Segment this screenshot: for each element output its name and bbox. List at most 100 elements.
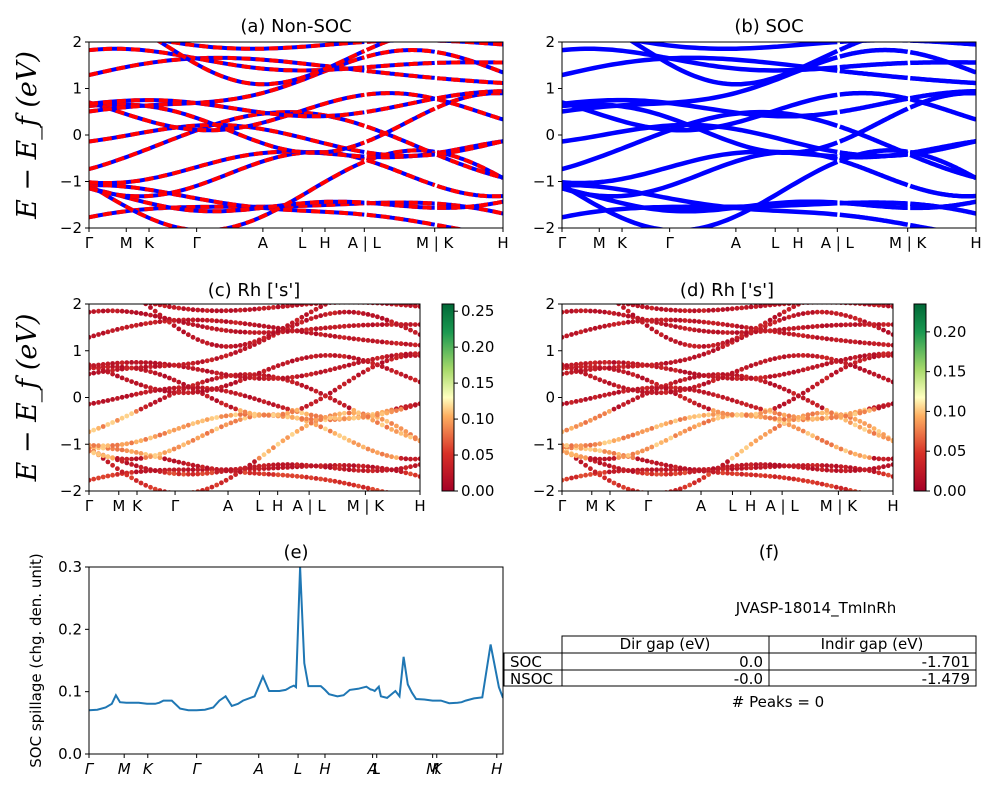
projection-point <box>663 390 669 395</box>
projection-point <box>739 471 745 477</box>
projection-point <box>658 461 664 467</box>
projection-point <box>588 466 593 472</box>
projection-point <box>138 469 144 474</box>
projection-point <box>616 321 622 326</box>
projection-point <box>758 410 763 416</box>
band-line-nonsoc <box>366 68 435 80</box>
projection-point <box>630 432 636 438</box>
projection-point <box>796 393 801 399</box>
projection-point <box>625 453 631 458</box>
x-tick-label: Γ <box>558 234 567 252</box>
projection-point <box>819 362 825 368</box>
projection-point <box>739 448 745 454</box>
projection-point <box>800 367 806 373</box>
projection-point <box>148 312 153 318</box>
projection-point <box>767 317 773 323</box>
projection-point <box>625 399 631 405</box>
projection-point <box>649 471 655 477</box>
projection-point <box>266 376 272 382</box>
projection-point <box>195 419 201 425</box>
projection-point <box>209 466 215 471</box>
projection-point <box>185 390 191 396</box>
projection-point <box>871 304 877 308</box>
projection-point <box>105 443 111 449</box>
projection-point <box>843 448 849 454</box>
projection-point <box>701 351 707 357</box>
y-tick-label: 2 <box>72 295 82 313</box>
projection-point <box>786 306 792 312</box>
projection-point <box>706 418 711 424</box>
projection-point <box>294 304 300 308</box>
projection-point <box>701 373 707 378</box>
projection-point <box>356 415 361 421</box>
projection-point <box>867 423 872 429</box>
projection-point <box>810 400 815 406</box>
band-line <box>562 55 838 78</box>
projection-point <box>710 329 716 335</box>
projection-point <box>247 410 253 416</box>
projection-point <box>824 323 830 328</box>
projection-point <box>167 319 172 325</box>
projection-point <box>658 384 664 389</box>
x-tick-label: A | L <box>293 497 327 515</box>
projection-point <box>365 446 371 452</box>
table-cell-indir: -1.701 <box>922 653 970 671</box>
projection-point <box>341 466 347 472</box>
projection-point <box>289 374 295 380</box>
x-tick-label: L <box>771 234 780 252</box>
projection-point <box>271 325 276 330</box>
projection-point <box>564 363 570 368</box>
projection-point <box>611 360 617 365</box>
projection-point <box>266 366 272 372</box>
projection-point <box>242 342 248 347</box>
projection-point <box>214 386 220 391</box>
projection-point <box>649 305 655 311</box>
projection-point <box>337 479 342 485</box>
projection-point <box>611 382 617 388</box>
projection-point <box>583 364 588 370</box>
projection-point <box>219 374 224 380</box>
projection-point <box>673 339 678 344</box>
projection-point <box>852 339 858 345</box>
projection-point <box>389 409 394 415</box>
band-line <box>562 182 838 217</box>
projection-point <box>767 328 773 334</box>
projection-point <box>649 426 655 431</box>
projection-point <box>710 378 716 384</box>
projection-point <box>696 422 702 428</box>
projection-point <box>171 446 177 452</box>
projection-point <box>204 388 210 393</box>
projection-point <box>285 323 290 328</box>
projection-point <box>152 304 158 307</box>
projection-point <box>748 376 754 381</box>
projection-point <box>237 329 243 335</box>
projection-point <box>748 403 754 409</box>
projection-point <box>181 306 187 312</box>
projection-point <box>881 327 886 333</box>
projection-point <box>852 315 858 321</box>
projection-point <box>289 432 295 437</box>
projection-point <box>867 429 872 434</box>
x-tick-label: A <box>731 234 742 252</box>
projection-point <box>129 456 135 462</box>
projection-point <box>748 462 754 468</box>
projection-point <box>786 370 792 376</box>
projection-point <box>299 462 305 468</box>
projection-point <box>412 436 418 442</box>
projection-point <box>606 322 612 328</box>
projection-point <box>379 411 385 417</box>
projection-point <box>876 351 882 357</box>
projection-point <box>602 440 607 446</box>
band-line <box>909 60 976 66</box>
projection-point <box>838 446 844 452</box>
projection-point <box>313 306 319 312</box>
band-line-nonsoc <box>366 106 436 144</box>
projection-point <box>323 477 328 483</box>
projection-point <box>133 310 139 316</box>
projection-point <box>247 344 253 350</box>
projection-point <box>332 415 338 421</box>
projection-point <box>592 360 598 366</box>
projection-point <box>625 308 631 314</box>
projection-point <box>663 307 669 313</box>
